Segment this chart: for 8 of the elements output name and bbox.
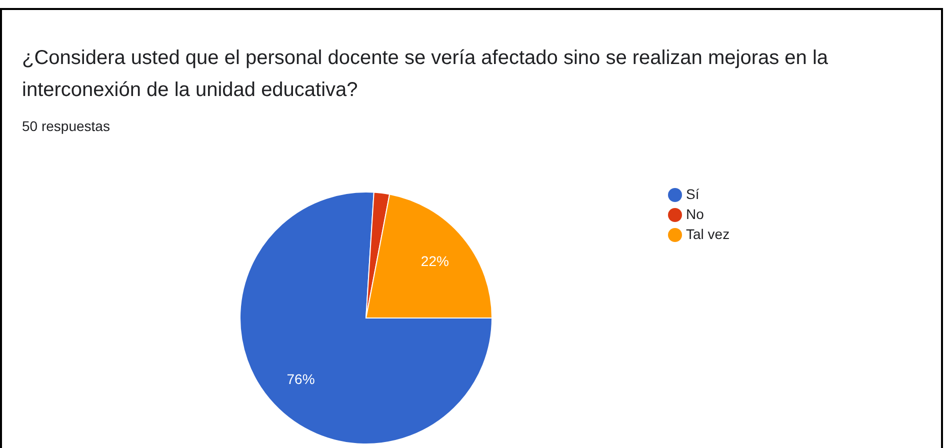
- chart-title: ¿Considera usted que el personal docente se vería afectado sino se realizan mejoras en la interconexión de la unidad educativa?: [22, 46, 830, 103]
- data-label: 76%: [286, 371, 315, 388]
- legend-label: No: [686, 206, 704, 222]
- pie-slice: [240, 192, 492, 444]
- legend-label: Sí: [686, 186, 700, 202]
- legend-label: Tal vez: [686, 226, 730, 242]
- data-label: 22%: [420, 252, 449, 269]
- text: 50 respuestas: [22, 118, 110, 134]
